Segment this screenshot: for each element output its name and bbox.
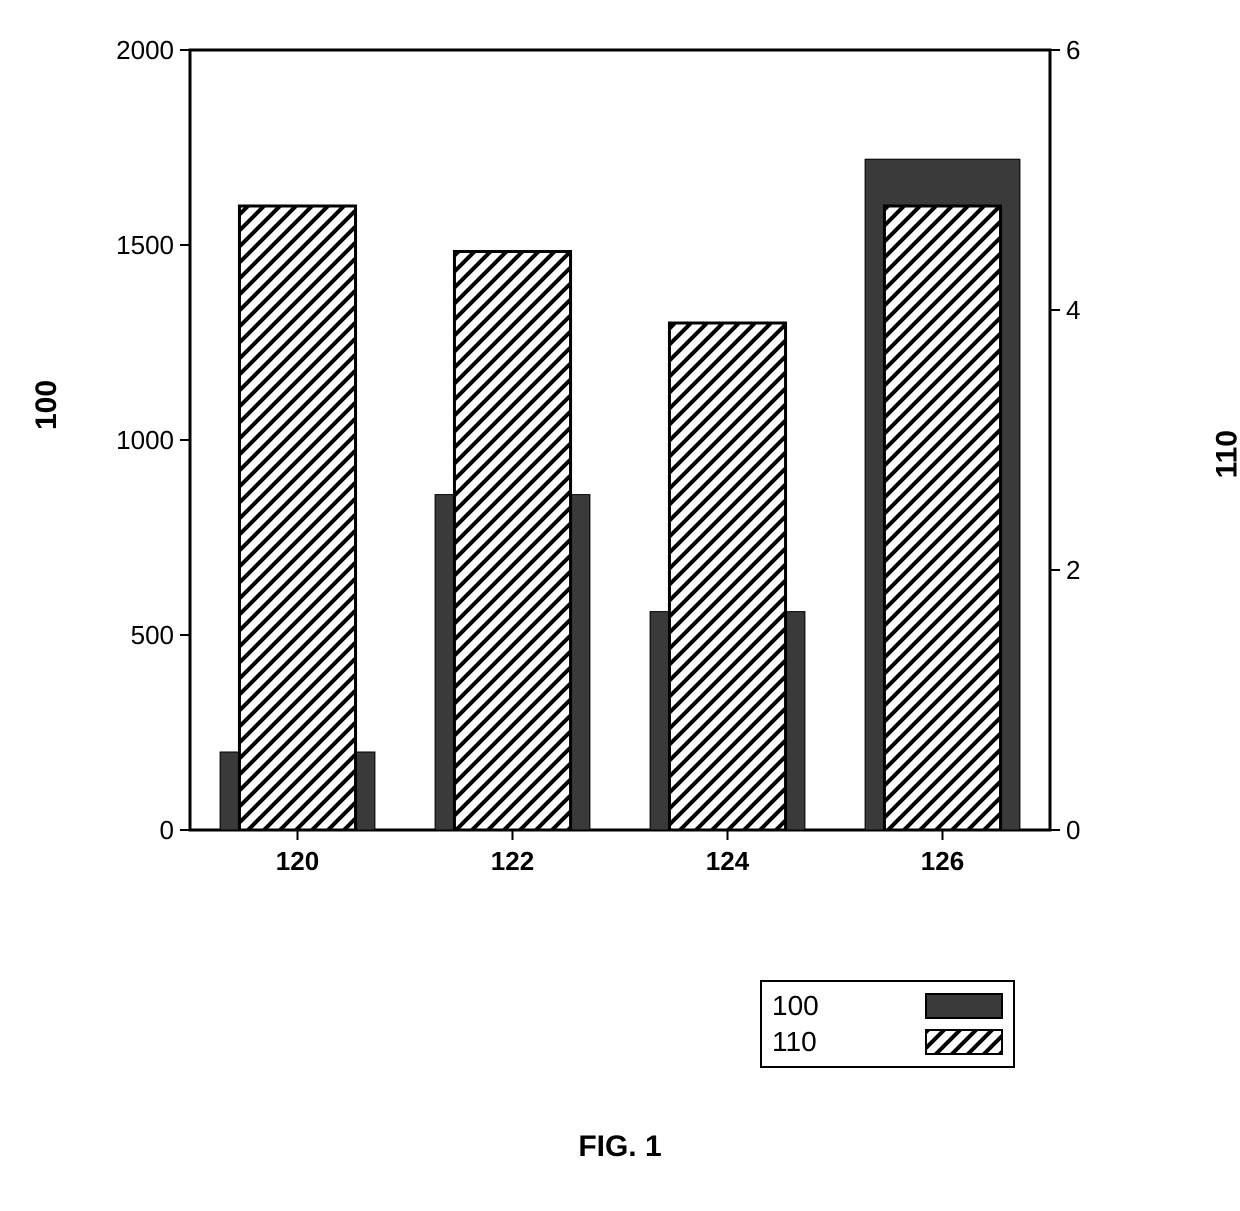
chart-svg: 0 500 1000 1500 2000 0 2 4 6 120 122 124 126	[110, 40, 1130, 940]
legend-item: 100	[772, 988, 1003, 1024]
legend-swatch-solid	[925, 993, 1003, 1019]
legend-swatch-hatch	[925, 1029, 1003, 1055]
chart-area: 0 500 1000 1500 2000 0 2 4 6 120 122 124 126	[110, 40, 1130, 940]
y-axis-left-label: 100	[30, 380, 64, 430]
svg-text:6: 6	[1066, 40, 1080, 65]
page: 100 110 0 500 1000 1500 2000 0 2 4 6 120 122 124 126…	[0, 0, 1240, 1211]
legend-label: 100	[772, 990, 819, 1022]
svg-text:1500: 1500	[116, 230, 174, 260]
legend: 100 110	[760, 980, 1015, 1068]
y-axis-right-label: 110	[1210, 430, 1240, 478]
svg-text:122: 122	[491, 846, 534, 876]
legend-item: 110	[772, 1024, 1003, 1060]
svg-text:0: 0	[1066, 815, 1080, 845]
svg-text:1000: 1000	[116, 425, 174, 455]
svg-text:0: 0	[160, 815, 174, 845]
svg-text:4: 4	[1066, 295, 1080, 325]
svg-text:2: 2	[1066, 555, 1080, 585]
svg-text:120: 120	[276, 846, 319, 876]
svg-text:126: 126	[921, 846, 964, 876]
figure-caption: FIG. 1	[0, 1130, 1240, 1164]
svg-text:2000: 2000	[116, 40, 174, 65]
legend-label: 110	[772, 1026, 817, 1058]
svg-text:124: 124	[706, 846, 750, 876]
svg-text:500: 500	[131, 620, 174, 650]
